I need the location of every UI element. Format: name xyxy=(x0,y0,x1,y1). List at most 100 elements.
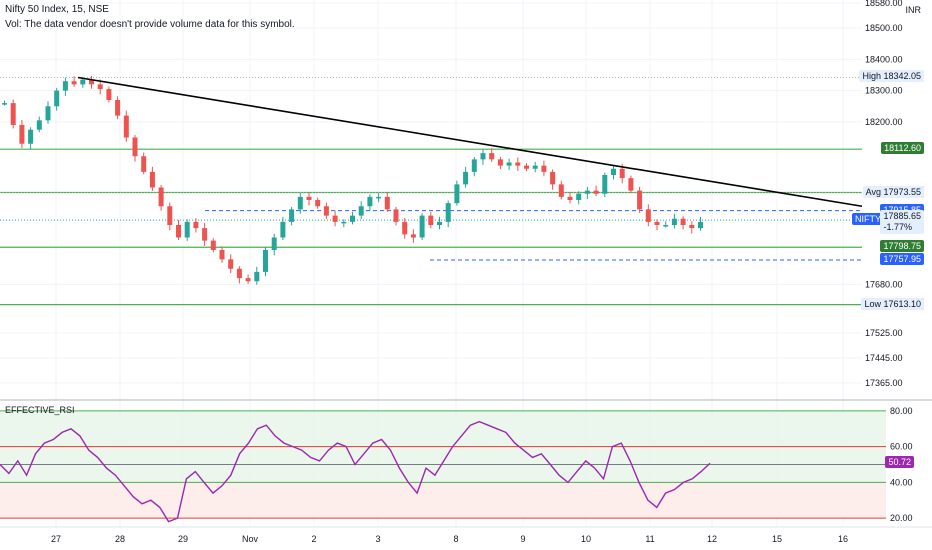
candle-body xyxy=(489,153,495,160)
candle-body xyxy=(280,221,286,238)
x-tick-label: 3 xyxy=(375,534,380,544)
candle-body xyxy=(524,165,529,169)
candle-body xyxy=(36,120,42,130)
y-tick-label: 18580.00 xyxy=(865,0,903,8)
candle-body xyxy=(602,175,608,194)
candle-body xyxy=(332,215,338,222)
candle-body xyxy=(219,250,225,260)
candle-body xyxy=(245,278,251,282)
rsi-tick-label: 40.00 xyxy=(890,477,913,487)
rsi-value-label[interactable]: 50.72 xyxy=(885,456,914,469)
candle-body xyxy=(698,221,703,229)
candle-body xyxy=(141,156,147,172)
y-tick-label: 18500.00 xyxy=(865,23,903,33)
y-axis-price: 18580.00 18500.00 18400.00 18300.00 18200.00… xyxy=(865,0,903,388)
candle-body xyxy=(115,100,121,116)
candle-body xyxy=(419,215,425,238)
price-label[interactable]: 17798.75 xyxy=(880,240,924,253)
candle-body xyxy=(541,165,547,172)
x-tick-label: 11 xyxy=(645,534,654,544)
candle-body xyxy=(471,159,477,172)
candle-body xyxy=(19,125,25,144)
x-axis-time: 27 28 29 Nov 2 3 8 9 10 11 12 15 16 xyxy=(51,534,848,544)
candle-body xyxy=(45,106,51,121)
chart-title: Nifty 50 Index, 15, NSE xyxy=(5,4,109,15)
last-price-change: -1.77% xyxy=(883,222,912,233)
candle-body xyxy=(445,203,451,222)
x-tick-label: 12 xyxy=(707,534,717,544)
candle-body xyxy=(480,153,486,160)
candle-body xyxy=(428,215,434,225)
candle-body xyxy=(202,228,208,241)
candle-body xyxy=(62,81,68,91)
candle-body xyxy=(611,168,616,175)
price-label[interactable]: 17973.55 xyxy=(880,185,924,198)
x-tick-label: 10 xyxy=(581,534,591,544)
candle-body xyxy=(376,196,382,199)
candle-body xyxy=(193,221,199,229)
candle-body xyxy=(532,165,538,169)
candle-body xyxy=(97,84,103,90)
price-label[interactable]: 18112.60 xyxy=(881,142,924,155)
price-levels xyxy=(0,76,862,306)
candle-body xyxy=(10,103,16,125)
candle-body xyxy=(323,206,329,216)
candle-body xyxy=(619,168,625,179)
x-tick-label: 16 xyxy=(838,534,848,544)
rsi-tick-label: 60.00 xyxy=(890,442,913,452)
candle-body xyxy=(689,225,695,229)
x-tick-label: 28 xyxy=(115,534,125,544)
symbol-tag[interactable]: NIFTY xyxy=(852,213,884,226)
x-tick-label: Nov xyxy=(242,534,259,544)
candle-body xyxy=(654,221,660,225)
candle-body xyxy=(132,137,138,157)
x-tick-label: 2 xyxy=(311,534,316,544)
y-tick-label: 18200.00 xyxy=(865,117,903,127)
candle-body xyxy=(123,115,129,138)
rsi-bands xyxy=(0,410,886,519)
candle-body xyxy=(297,196,303,210)
rsi-tick-label: 80.00 xyxy=(890,406,913,416)
candle-body xyxy=(454,184,460,204)
rsi-panel-label: EFFECTIVE_RSI xyxy=(5,405,75,415)
candle-body xyxy=(384,196,390,210)
candle-body xyxy=(671,218,677,225)
rsi-oversold-zone xyxy=(0,482,886,519)
last-price-label[interactable]: 17885.65 -1.77% xyxy=(880,210,924,235)
candle-body xyxy=(550,171,556,185)
candle-body xyxy=(149,171,155,188)
x-tick-label: 15 xyxy=(772,534,782,544)
candle-body xyxy=(393,209,399,222)
candle-body xyxy=(584,190,590,194)
rsi-line xyxy=(0,420,711,523)
candle-body xyxy=(567,196,573,200)
candle-body xyxy=(228,259,234,269)
candle-body xyxy=(637,190,643,210)
candle-body xyxy=(315,200,321,207)
y-tick-label: 17680.00 xyxy=(865,279,903,289)
candle-body xyxy=(358,206,364,216)
grid xyxy=(0,0,862,527)
price-tag-high: High xyxy=(859,70,884,83)
price-label[interactable]: 17613.10 xyxy=(880,298,924,311)
candle-body xyxy=(184,221,190,238)
candle-body xyxy=(167,206,173,225)
currency-label[interactable]: INR xyxy=(902,4,924,16)
candle-body xyxy=(158,187,164,207)
candle-body xyxy=(515,162,521,166)
y-axis-rsi: 80.00 60.00 40.00 20.00 xyxy=(890,406,913,523)
candle-body xyxy=(289,209,295,222)
trendline[interactable] xyxy=(77,76,863,208)
price-label[interactable]: 18342.05 xyxy=(880,70,924,83)
y-tick-label: 17365.00 xyxy=(865,378,903,388)
candle-body xyxy=(576,193,582,200)
candle-body xyxy=(176,225,181,238)
candle-body xyxy=(106,89,112,100)
price-label[interactable]: 17757.95 xyxy=(880,253,924,266)
rsi-tick-label: 20.00 xyxy=(890,513,913,523)
candle-body xyxy=(236,268,242,279)
candle-body xyxy=(210,240,216,250)
x-tick-label: 9 xyxy=(520,534,525,544)
candle-body xyxy=(558,184,564,197)
